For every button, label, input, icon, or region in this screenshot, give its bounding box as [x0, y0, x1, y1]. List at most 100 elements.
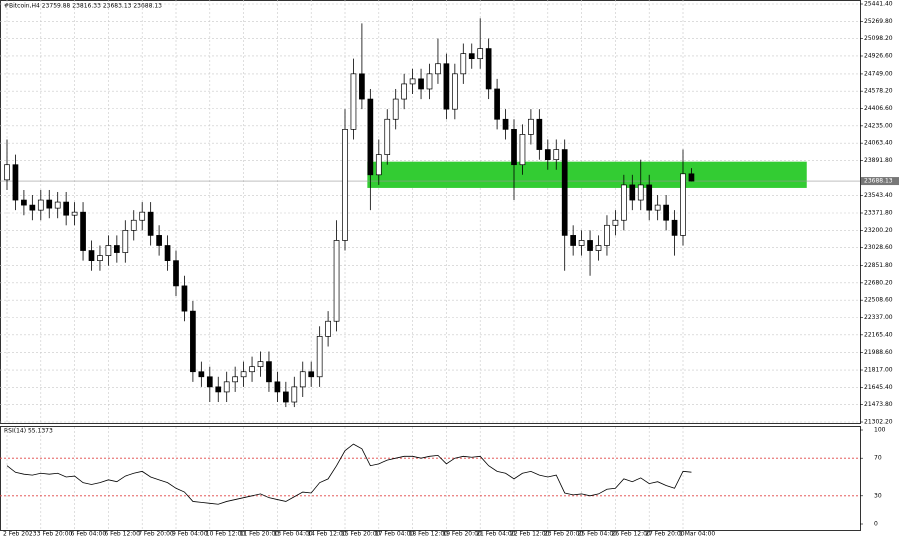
x-tick-label: 26 Feb 12:00 — [611, 531, 651, 538]
candle-body — [553, 149, 560, 161]
candle-body — [164, 245, 171, 261]
candle-body — [688, 173, 695, 182]
candle-body — [443, 63, 450, 110]
candle-body — [206, 376, 213, 388]
y-tick-label: 24235.00 — [864, 122, 893, 129]
candle-body — [435, 63, 441, 75]
candle-body — [604, 224, 610, 246]
x-tick-label: 17 Feb 04:00 — [375, 531, 415, 538]
candle-body — [122, 229, 129, 253]
x-tick-label: 6 Feb 12:00 — [104, 531, 140, 538]
candle-body — [266, 361, 272, 383]
candle-body — [654, 204, 661, 211]
candle-body — [29, 204, 36, 211]
x-tick-label: 19 Feb 20:00 — [442, 531, 482, 538]
last-price-label: 23688.13 — [864, 178, 893, 185]
x-tick-label: 21 Feb 04:00 — [476, 531, 516, 538]
candle-body — [342, 129, 348, 241]
candle-body — [46, 199, 53, 209]
candle-body — [274, 381, 281, 393]
y-tick-label: 25098.20 — [864, 35, 893, 42]
candle-body — [646, 184, 653, 211]
y-tick-label: 100 — [874, 427, 886, 434]
candle-body — [71, 211, 78, 216]
price-frame — [0, 0, 861, 424]
y-tick-label: 21817.00 — [864, 367, 893, 374]
y-tick-label: 23371.80 — [864, 210, 893, 217]
x-tick-label: 3 Feb 20:00 — [37, 531, 73, 538]
y-tick-label: 22165.40 — [864, 331, 893, 338]
x-tick-label: 15 Feb 20:00 — [341, 531, 381, 538]
y-tick-label: 24578.20 — [864, 88, 893, 95]
candle-body — [249, 366, 255, 373]
candle-body — [257, 361, 264, 368]
candle-body — [173, 260, 179, 287]
y-tick-label: 22851.80 — [864, 262, 893, 269]
candle-body — [519, 134, 526, 166]
candle-body — [494, 88, 500, 120]
last-price-box — [861, 177, 899, 186]
y-tick-label: 24063.40 — [864, 140, 893, 147]
candle-body — [477, 48, 484, 60]
candle-body — [4, 164, 10, 181]
candle-body — [620, 184, 627, 221]
x-tick-label: 10 Feb 12:00 — [206, 531, 246, 538]
candle-body — [299, 371, 306, 388]
x-tick-label: 23 Feb 20:00 — [544, 531, 584, 538]
y-tick-label: 21473.80 — [864, 401, 893, 408]
candle-body — [88, 250, 95, 261]
candle-body — [181, 285, 188, 312]
candle-body — [325, 320, 331, 337]
chart-title: #Bitcoin,H4 23759.88 23816.33 23683.13 2… — [4, 3, 162, 10]
y-tick-label: 22680.20 — [864, 279, 893, 286]
y-tick-label: 25441.40 — [864, 1, 893, 8]
y-tick-label: 24926.60 — [864, 52, 893, 59]
x-tick-label: 11 Feb 20:00 — [240, 531, 280, 538]
candle-body — [680, 173, 686, 236]
candle-body — [663, 204, 669, 221]
candle-body — [511, 129, 517, 166]
candle-body — [536, 118, 543, 150]
rsi-line — [6, 443, 692, 505]
x-tick-label: 22 Feb 12:00 — [510, 531, 550, 538]
candle-body — [587, 240, 593, 251]
candle-body — [63, 201, 70, 216]
y-tick-label: 21302.20 — [864, 419, 893, 426]
candle-body — [637, 184, 644, 201]
candle-body — [367, 98, 374, 176]
candle-body — [215, 386, 222, 393]
y-tick-label: 21645.40 — [864, 384, 893, 391]
candle-body — [156, 235, 162, 246]
candle-body — [333, 240, 340, 322]
candle-body — [595, 245, 602, 251]
candle-body — [561, 149, 568, 236]
candle-body — [418, 78, 424, 90]
candle-body — [232, 376, 238, 383]
candle-body — [147, 211, 154, 236]
candle-body — [528, 118, 534, 135]
candle-body — [105, 245, 112, 256]
y-tick-label: 23891.80 — [864, 157, 893, 164]
candle-body — [54, 201, 61, 209]
candle-body — [375, 154, 382, 176]
candle-body — [485, 48, 492, 90]
candle-body — [283, 391, 289, 403]
y-tick-label: 25269.80 — [864, 18, 893, 25]
y-tick-label: 23543.40 — [864, 192, 893, 199]
x-tick-label: 25 Feb 04:00 — [578, 531, 618, 538]
candle-body — [502, 118, 509, 130]
candle-body — [21, 199, 27, 206]
candle-body — [671, 219, 678, 236]
rsi-frame — [0, 426, 861, 531]
y-tick-label: 30 — [874, 492, 882, 499]
y-tick-label: 24749.00 — [864, 70, 893, 77]
candle-body — [113, 245, 120, 253]
candle-body — [578, 240, 585, 246]
y-tick-label: 24406.60 — [864, 105, 893, 112]
candle-body — [468, 53, 475, 60]
y-tick-label: 23200.20 — [864, 227, 893, 234]
support-zone — [367, 161, 807, 188]
candle-body — [316, 336, 323, 378]
x-tick-label: 6 Feb 04:00 — [71, 531, 107, 538]
